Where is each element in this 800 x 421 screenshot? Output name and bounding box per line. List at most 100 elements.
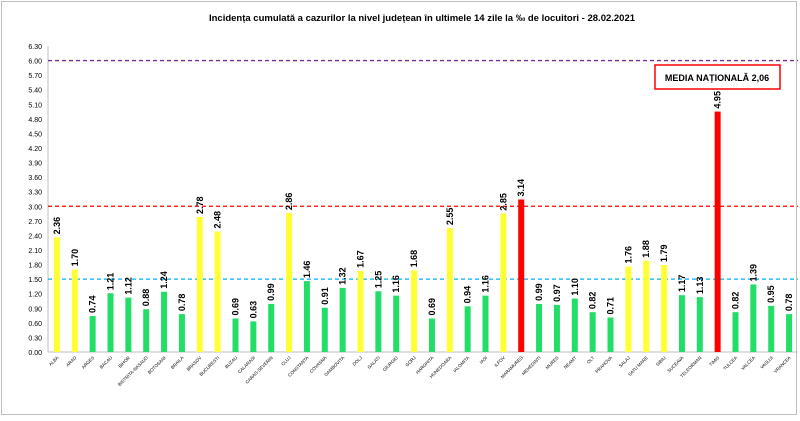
national-average-label: MEDIA NAȚIONALĂ 2,06 [665, 73, 769, 83]
category-label: VRANCEA [773, 355, 792, 374]
bar-value-label: 1.16 [481, 275, 491, 293]
y-tick-label: 1.80 [28, 263, 42, 270]
bar-value-label: 0.91 [320, 287, 330, 305]
bar-value-label: 1.88 [641, 240, 651, 258]
bar-vrancea [786, 314, 793, 352]
y-tick-label: 2.10 [28, 248, 42, 255]
bar-bihor [125, 297, 132, 352]
bar-sibiu [661, 265, 668, 352]
bar-value-label: 1.79 [659, 245, 669, 263]
category-label: TULCEA [722, 355, 738, 371]
bar-value-label: 2.55 [445, 208, 455, 226]
bar-prahova [607, 317, 614, 352]
bar-arad [71, 269, 78, 352]
bar-value-label: 0.74 [88, 296, 98, 314]
bar-value-label: 1.16 [391, 275, 401, 293]
bar-value-label: 0.99 [534, 283, 544, 301]
category-label: BUZAU [224, 355, 238, 369]
category-label: MURES [545, 355, 560, 370]
bar-mures [553, 304, 560, 352]
bar-cluj [286, 213, 293, 352]
bar-hunedoara [446, 228, 453, 352]
bar-value-label: 1.10 [570, 278, 580, 296]
y-tick-label: 5.10 [28, 102, 42, 109]
bar-timis [714, 111, 721, 352]
bar-value-label: 0.97 [552, 284, 562, 302]
bar-value-label: 3.14 [516, 179, 526, 197]
bar-suceava [678, 295, 685, 352]
category-label: DOLJ [352, 355, 364, 367]
bar-constanta [303, 281, 310, 352]
bar-value-label: 1.39 [748, 264, 758, 282]
chart-frame: Incidența cumulată a cazurilor la nivel … [1, 1, 798, 415]
bar-value-label: 1.67 [356, 250, 366, 268]
bar-value-label: 0.69 [427, 298, 437, 316]
category-label: VASLUI [759, 355, 774, 370]
bar-buzau [232, 318, 239, 352]
national-average-frame [654, 64, 781, 90]
bar-value-label: 0.71 [606, 297, 616, 315]
bar-bistrita-nasaud [143, 309, 150, 352]
bar-value-label: 1.68 [409, 250, 419, 268]
category-label: SALAJ [618, 355, 631, 368]
y-tick-label: 0.60 [28, 321, 42, 328]
bar-value-label: 1.25 [373, 271, 383, 289]
category-label: MEHEDINTI [521, 355, 542, 376]
category-label: GORJ [404, 355, 416, 367]
bar-value-label: 0.99 [266, 283, 276, 301]
bar-value-label: 1.24 [159, 271, 169, 289]
chart-title: Incidența cumulată a cazurilor la nivel … [209, 13, 636, 24]
bar-value-label: 2.78 [195, 196, 205, 214]
bar-value-label: 1.46 [302, 261, 312, 279]
y-tick-label: 0.00 [28, 350, 42, 357]
bar-arges [89, 316, 96, 352]
category-label: BACAU [99, 355, 114, 370]
bar-bucuresti [214, 231, 221, 352]
bar-value-label: 1.13 [695, 277, 705, 295]
y-tick-label: 2.40 [28, 233, 42, 240]
bar-teleorman [696, 297, 703, 352]
y-tick-label: 6.00 [28, 59, 42, 66]
category-label: ALBA [48, 355, 60, 367]
bar-satu-mare [643, 260, 650, 352]
bar-olt [589, 312, 596, 352]
bar-value-label: 1.70 [70, 249, 80, 267]
bar-vaslui [768, 305, 775, 352]
y-tick-label: 5.70 [28, 73, 42, 80]
bar-gorj [411, 270, 418, 352]
category-label: GALATI [366, 355, 381, 370]
bar-galati [375, 291, 382, 352]
category-label: ARGES [81, 355, 96, 370]
y-tick-label: 0.90 [28, 306, 42, 313]
bar-value-label: 2.48 [213, 211, 223, 229]
bar-tulcea [732, 312, 739, 352]
category-label: SUCEAVA [666, 355, 684, 373]
bar-value-label: 4.95 [713, 91, 723, 109]
bar-salaj [625, 266, 632, 352]
bar-value-label: 1.12 [123, 277, 133, 295]
category-label: PRAHOVA [594, 355, 613, 374]
bar-ialomita [464, 306, 471, 352]
category-label: SIBIU [655, 355, 667, 367]
bar-value-label: 1.21 [106, 273, 116, 291]
bar-bacau [107, 293, 114, 352]
bar-iasi [482, 295, 489, 352]
category-label: BOTOSANI [147, 355, 167, 375]
national-average-box: MEDIA NAȚIONALĂ 2,06 [654, 64, 781, 90]
bar-brasov [196, 216, 203, 352]
y-tick-label: 3.00 [28, 204, 42, 211]
y-tick-label: 1.50 [28, 277, 42, 284]
category-label: NEAMT [563, 355, 578, 370]
bar-value-label: 0.78 [784, 294, 794, 312]
category-label: GIURGIU [382, 355, 399, 372]
y-tick-label: 0.30 [28, 335, 42, 342]
bar-neamt [571, 298, 578, 352]
category-label: BRASOV [186, 355, 203, 372]
y-tick-label: 2.70 [28, 219, 42, 226]
bar-harghita [428, 318, 435, 352]
bar-ilfov [500, 213, 507, 352]
y-tick-label: 4.80 [28, 117, 42, 124]
bar-value-label: 0.63 [248, 301, 258, 319]
category-label: ILFOV [493, 355, 506, 368]
bar-mehedinti [536, 303, 543, 352]
